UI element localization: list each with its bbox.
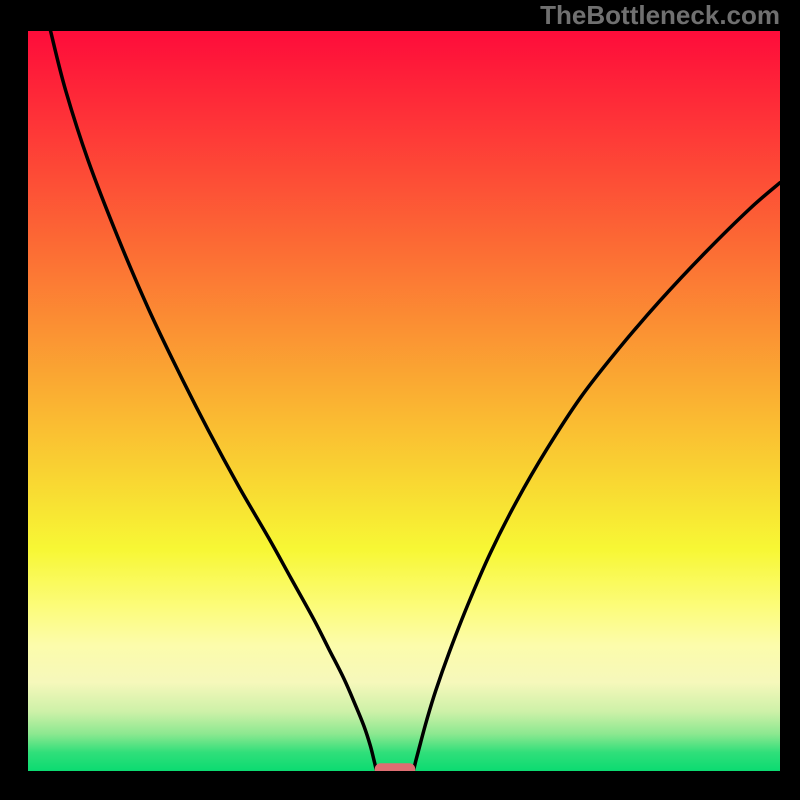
plot-area: [28, 31, 780, 771]
watermark-text: TheBottleneck.com: [540, 0, 780, 30]
